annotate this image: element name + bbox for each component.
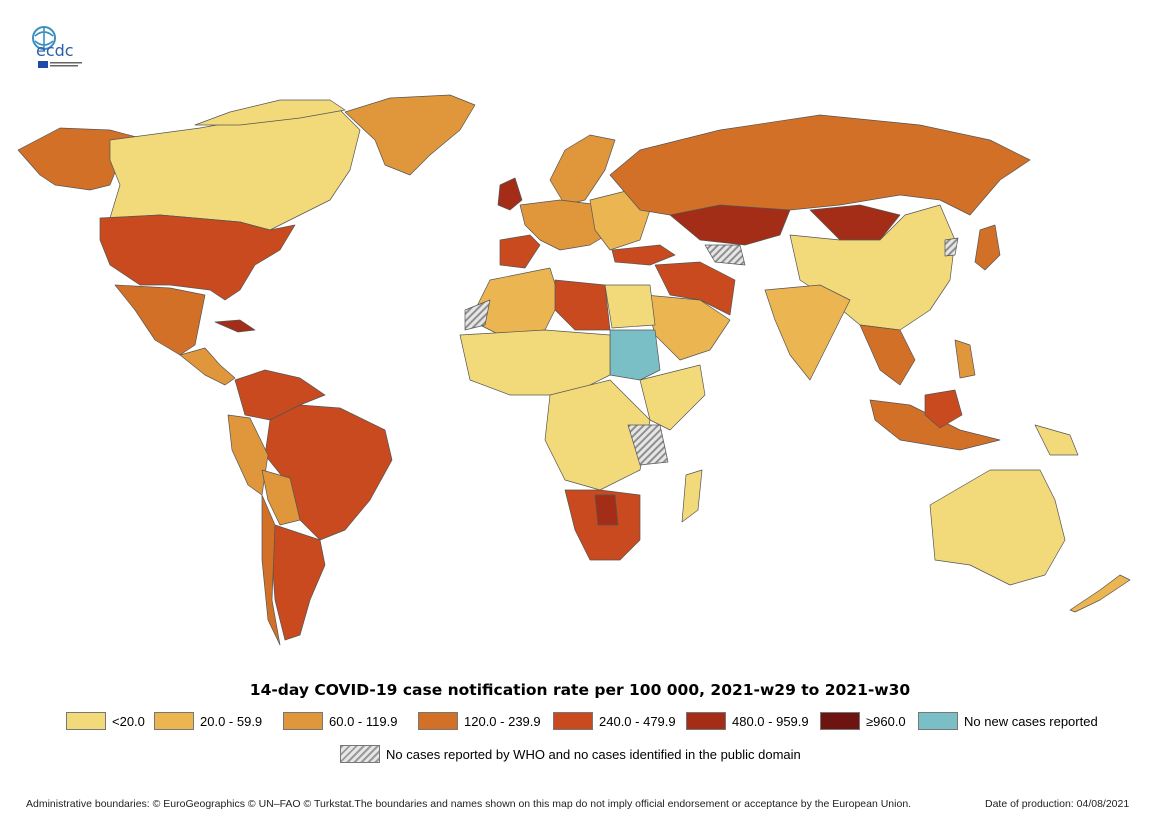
botswana [594, 494, 619, 526]
ecdc-logo: ecdc [32, 26, 82, 68]
papua [1034, 424, 1079, 456]
map-title: 14-day COVID-19 case notification rate p… [249, 681, 911, 699]
indonesia [869, 399, 1001, 451]
sahel [459, 329, 611, 396]
western-sahara [464, 299, 491, 331]
legend-swatch [283, 712, 323, 730]
greenland [344, 94, 476, 176]
east-africa [639, 364, 706, 431]
mongolia [809, 204, 901, 241]
iberia [499, 234, 541, 269]
australia [929, 469, 1066, 586]
southeast-asia [859, 324, 916, 386]
legend-swatch [686, 712, 726, 730]
legend-item-20-59: 20.0 - 59.9 [154, 712, 283, 730]
legend-label: <20.0 [112, 713, 145, 729]
egypt [604, 284, 656, 329]
russia [609, 114, 1031, 216]
kazakhstan [669, 204, 791, 246]
usa [99, 214, 296, 301]
madagascar [681, 469, 703, 523]
tanzania [627, 424, 669, 466]
legend-swatch [418, 712, 458, 730]
central-africa [544, 379, 651, 491]
sudan [609, 329, 661, 381]
footer-date: Date of production: 04/08/2021 [985, 798, 1130, 810]
legend-swatch [66, 712, 106, 730]
legend-item-240-479: 240.0 - 479.9 [553, 712, 686, 730]
legend-item-120-239: 120.0 - 239.9 [418, 712, 553, 730]
colombia-venezuela [234, 369, 326, 421]
legend-label: 240.0 - 479.9 [599, 713, 676, 729]
argentina [271, 524, 326, 641]
legend-swatch [820, 712, 860, 730]
svg-text:ecdc: ecdc [36, 41, 74, 60]
uk [497, 177, 523, 211]
legend-label: 20.0 - 59.9 [200, 713, 263, 729]
philippines [954, 339, 976, 379]
canada-arctic [194, 99, 346, 126]
north-korea [944, 237, 959, 257]
legend-item-ge960: ≥960.0 [820, 712, 918, 730]
turkmenistan [704, 244, 746, 266]
legend-label: 120.0 - 239.9 [464, 713, 541, 729]
legend-hatch-label: No cases reported by WHO and no cases id… [386, 746, 801, 762]
legend-hatch: No cases reported by WHO and no cases id… [340, 745, 801, 763]
legend-label: 60.0 - 119.9 [329, 713, 398, 729]
footer-boundaries: Administrative boundaries: © EuroGeograp… [26, 798, 912, 810]
legend-swatch [553, 712, 593, 730]
bolivia-paraguay [261, 469, 301, 526]
legend-item-no-new-cases: No new cases reported [918, 712, 1098, 730]
canada [109, 109, 361, 231]
mexico [114, 284, 206, 356]
libya [554, 279, 611, 331]
western-europe [519, 199, 616, 251]
legend-label: 480.0 - 959.9 [732, 713, 809, 729]
legend-swatch [154, 712, 194, 730]
peru [227, 414, 269, 496]
central-america [179, 347, 236, 386]
new-zealand [1069, 574, 1131, 613]
legend-label: ≥960.0 [866, 713, 906, 729]
turkey [611, 244, 676, 266]
legend-label: No new cases reported [964, 713, 1098, 729]
borneo [924, 389, 963, 429]
legend-item-lt20: <20.0 [66, 712, 154, 730]
legend: <20.0 20.0 - 59.9 60.0 - 119.9 120.0 - 2… [66, 711, 1098, 731]
legend-item-60-119: 60.0 - 119.9 [283, 712, 418, 730]
india [764, 284, 851, 381]
legend-hatch-swatch [340, 745, 380, 763]
legend-item-480-959: 480.0 - 959.9 [686, 712, 820, 730]
chile [261, 494, 281, 646]
scandinavia [549, 134, 616, 206]
legend-swatch [918, 712, 958, 730]
middle-east [654, 261, 736, 316]
japan [974, 224, 1001, 271]
cuba [214, 319, 256, 333]
